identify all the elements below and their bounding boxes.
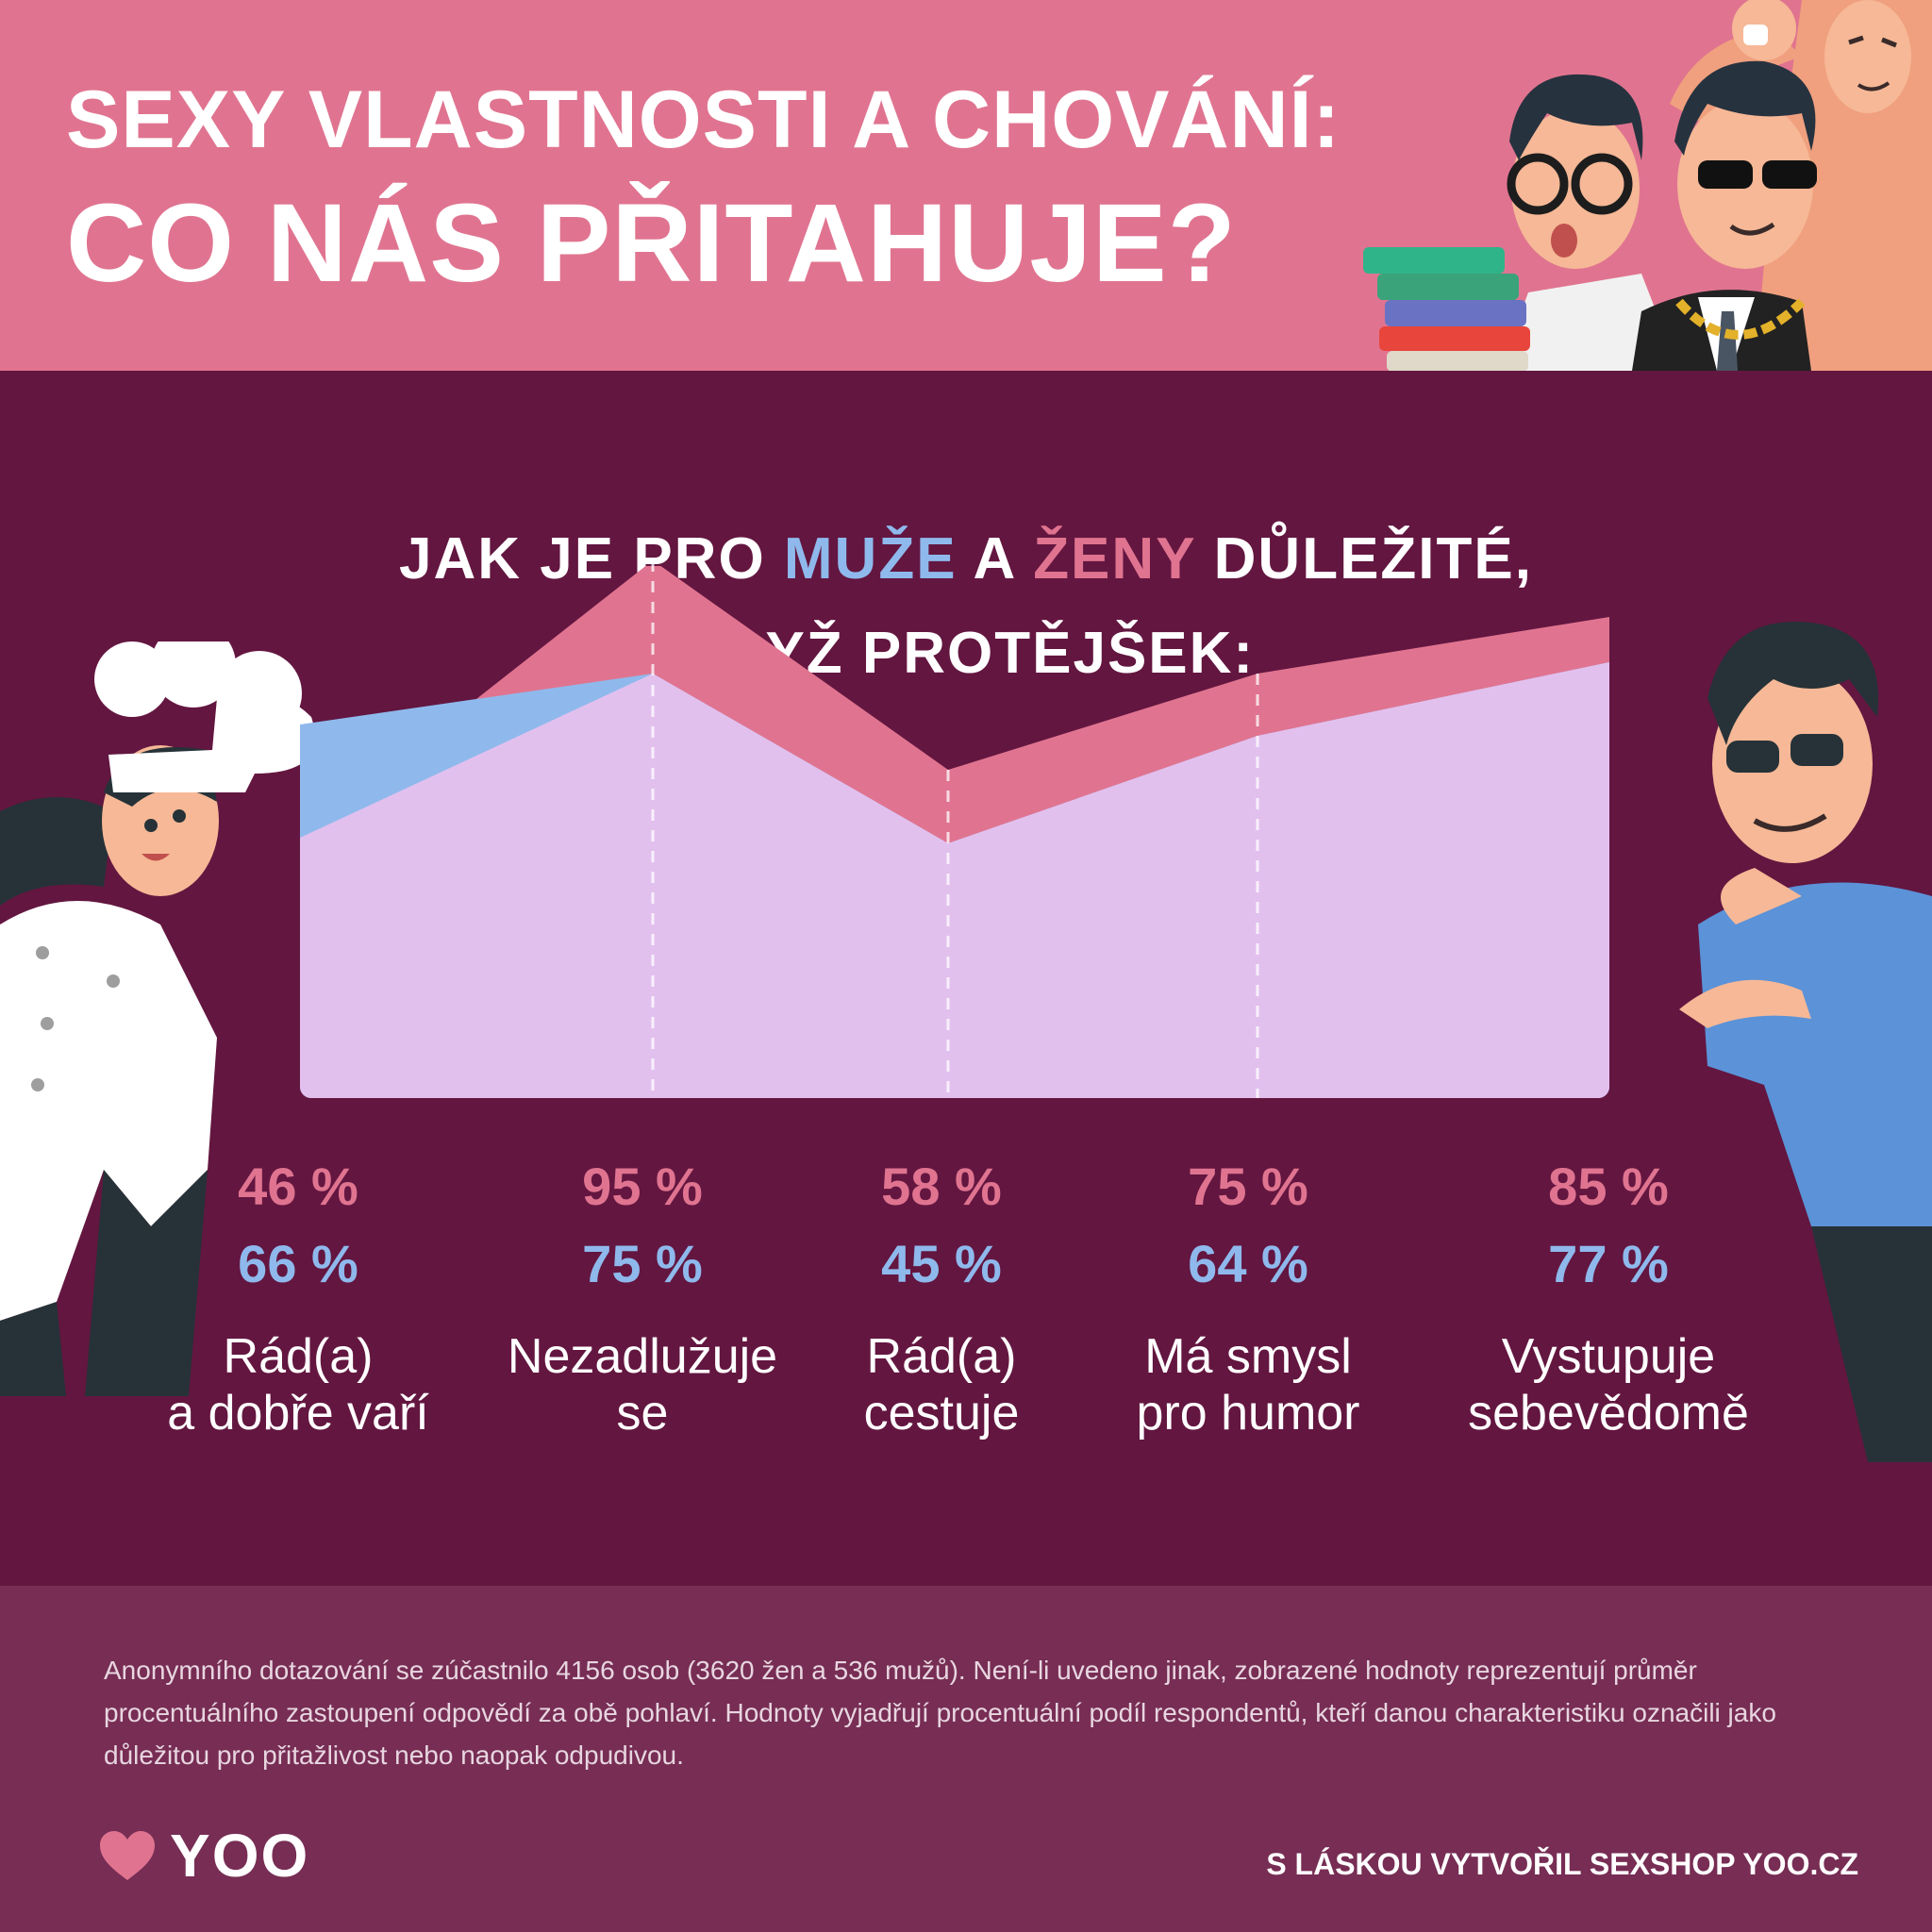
chef-illustration [0, 641, 315, 1396]
title-line-2: CO NÁS PŘITAHUJE? [66, 181, 1237, 306]
category-label-2-line-2: se [616, 1386, 669, 1441]
value-label-men-5: 77 % [1548, 1234, 1669, 1293]
plot-area [300, 566, 1609, 1098]
category-label-1-line-2: a dobře vaří [167, 1386, 429, 1441]
chart-heading-part-2: A [957, 526, 1034, 591]
value-label-women-3: 58 % [881, 1157, 1002, 1216]
category-label-3: Rád(a) cestuje [781, 1328, 1102, 1441]
title-line-1: SEXY VLASTNOSTI A CHOVÁNÍ: [66, 75, 1341, 165]
category-label-5-line-2: sebevědomě [1468, 1386, 1749, 1441]
logo-text: YOO [170, 1822, 310, 1890]
category-label-3-line-1: Rád(a) [866, 1329, 1017, 1384]
value-label-men-1: 66 % [238, 1234, 358, 1293]
category-label-3-line-2: cestuje [863, 1386, 1020, 1441]
credit-text[interactable]: S LÁSKOU VYTVOŘIL SEXSHOP YOO.CZ [1266, 1847, 1858, 1881]
category-label-5-line-1: Vystupuje [1501, 1329, 1716, 1384]
area-overlap [300, 662, 1609, 1098]
category-label-4-line-1: Má smysl [1144, 1329, 1352, 1384]
heart-icon [100, 1831, 155, 1880]
value-label-men-4: 64 % [1188, 1234, 1308, 1293]
chart-heading-part-3: DŮLEŽITÉ, [1195, 526, 1533, 591]
value-label-women-4: 75 % [1188, 1157, 1308, 1216]
value-label-women-1: 46 % [238, 1157, 358, 1216]
category-label-2-line-1: Nezadlužuje [507, 1329, 778, 1384]
value-label-men-2: 75 % [582, 1234, 703, 1293]
men-illustration [1363, 0, 1932, 371]
chart-heading-men-word: MUŽE [783, 526, 958, 591]
category-label-4: Má smysl pro humor [1088, 1328, 1408, 1441]
category-dividers [651, 560, 1259, 1098]
category-label-5: Vystupuje sebevědomě [1448, 1328, 1769, 1441]
chart-heading-line-1: JAK JE PRO MUŽE A ŽENY DŮLEŽITÉ, [0, 525, 1932, 592]
value-label-men-3: 45 % [881, 1234, 1002, 1293]
category-label-4-line-2: pro humor [1136, 1386, 1360, 1441]
category-label-1: Rád(a) a dobře vaří [138, 1328, 458, 1441]
confident-man-illustration [1679, 622, 1932, 1462]
category-label-1-line-1: Rád(a) [223, 1329, 374, 1384]
chart-heading-women-word: ŽENY [1033, 526, 1196, 591]
value-label-women-5: 85 % [1548, 1157, 1669, 1216]
footer-panel [0, 1586, 1932, 1932]
value-label-women-2: 95 % [582, 1157, 703, 1216]
survey-note: Anonymního dotazování se zúčastnilo 4156… [104, 1656, 1776, 1770]
category-label-2: Nezadlužuje se [482, 1328, 803, 1441]
chart-heading-part-1: JAK JE PRO [399, 526, 784, 591]
yoo-logo[interactable]: YOO [98, 1821, 309, 1890]
